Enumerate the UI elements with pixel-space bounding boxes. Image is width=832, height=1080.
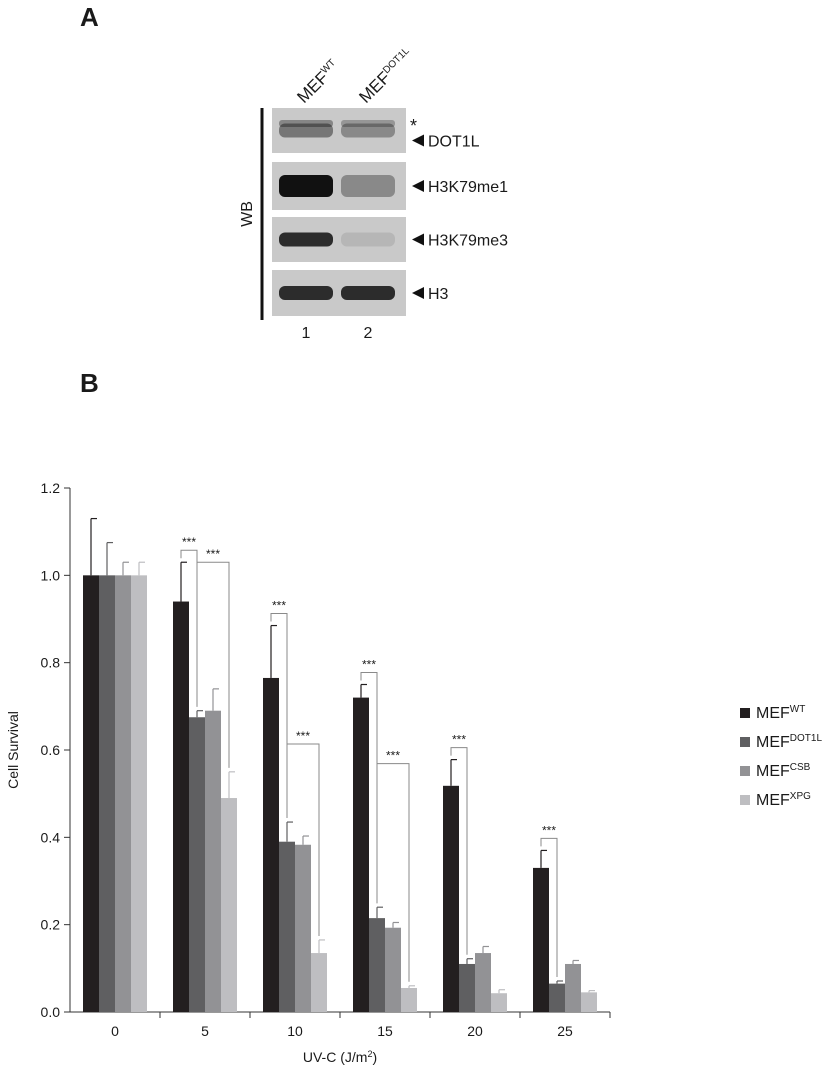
panel-a-label: A xyxy=(80,2,99,32)
bar-series-4-cat-25 xyxy=(581,992,597,1012)
bar-series-4-cat-10 xyxy=(311,953,327,1012)
y-tick-label: 0.8 xyxy=(41,655,61,671)
arrowhead-dot1l xyxy=(412,134,424,147)
lane-number-1: 1 xyxy=(302,325,311,342)
lane-number-2: 2 xyxy=(364,325,373,342)
bar-series-2-cat-15 xyxy=(369,918,385,1012)
bar-series-3-cat-25 xyxy=(565,963,581,1012)
band-h3k79me1-lane-1 xyxy=(279,175,333,197)
y-tick-label: 0.4 xyxy=(41,829,61,845)
significance-stars: *** xyxy=(272,599,286,613)
significance-stars: *** xyxy=(182,535,196,549)
bar-series-3-cat-0 xyxy=(115,575,131,1012)
significance-stars: *** xyxy=(362,658,376,672)
blot-label-h3k79me3: H3K79me3 xyxy=(428,233,508,250)
band-h3k79me1-lane-2 xyxy=(341,175,395,197)
significance-bracket xyxy=(376,763,410,982)
legend-swatch-xpg xyxy=(740,795,750,805)
significance-stars: *** xyxy=(296,729,310,743)
arrowhead-h3k79me1 xyxy=(412,180,424,192)
blot-label-dot1l: DOT1L xyxy=(428,134,480,151)
bar-series-1-cat-25 xyxy=(533,867,549,1012)
band-nonspecific-lane-1 xyxy=(279,120,333,127)
x-tick-label-5: 5 xyxy=(201,1023,209,1039)
lane-header-2: MEFDOT1L xyxy=(355,45,417,107)
bar-series-2-cat-5 xyxy=(189,717,205,1012)
bar-series-4-cat-0 xyxy=(131,575,147,1012)
band-h3-lane-1 xyxy=(279,286,333,300)
x-tick-label-20: 20 xyxy=(467,1023,483,1039)
x-tick-label-25: 25 xyxy=(557,1023,573,1039)
bar-series-3-cat-10 xyxy=(295,844,311,1012)
bar-series-2-cat-20 xyxy=(459,963,475,1012)
bar-series-4-cat-20 xyxy=(491,993,507,1012)
legend-label-xpg: MEFXPG xyxy=(756,791,811,809)
x-tick-label-0: 0 xyxy=(111,1023,119,1039)
significance-bracket xyxy=(450,747,468,955)
arrowhead-h3 xyxy=(412,287,424,299)
y-tick-label: 1.0 xyxy=(41,567,61,583)
bar-series-3-cat-15 xyxy=(385,927,401,1012)
band-h3k79me3-lane-2 xyxy=(341,232,395,247)
legend-swatch-wt xyxy=(740,708,750,718)
legend-swatch-csb xyxy=(740,766,750,776)
blot-label-h3: H3 xyxy=(428,286,449,303)
bar-series-1-cat-20 xyxy=(443,785,459,1012)
significance-bracket xyxy=(196,561,230,768)
significance-stars: *** xyxy=(542,823,556,837)
wb-label: WB xyxy=(239,201,256,227)
y-axis-label: Cell Survival xyxy=(5,711,21,789)
bar-series-4-cat-15 xyxy=(401,987,417,1012)
blot-strip-dot1l xyxy=(272,108,406,153)
lane-header-1: MEFWT xyxy=(293,57,343,107)
band-h3k79me3-lane-1 xyxy=(279,232,333,247)
bar-series-1-cat-10 xyxy=(263,677,279,1012)
legend-label-csb: MEFCSB xyxy=(756,762,811,780)
bar-series-2-cat-10 xyxy=(279,841,295,1012)
bar-series-4-cat-5 xyxy=(221,798,237,1012)
bar-series-3-cat-20 xyxy=(475,953,491,1012)
bar-series-1-cat-15 xyxy=(353,697,369,1012)
y-tick-label: 0.6 xyxy=(41,742,61,758)
arrowhead-h3k79me3 xyxy=(412,233,424,246)
band-nonspecific-lane-2 xyxy=(341,120,395,127)
x-tick-label-10: 10 xyxy=(287,1023,303,1039)
legend-label-wt: MEFWT xyxy=(756,704,805,722)
significance-bracket xyxy=(270,613,288,819)
bar-series-3-cat-5 xyxy=(205,710,221,1012)
panel-b-label: B xyxy=(80,368,99,398)
legend-swatch-dot1l xyxy=(740,737,750,747)
x-tick-label-15: 15 xyxy=(377,1023,393,1039)
blot-label-h3k79me1: H3K79me1 xyxy=(428,179,508,196)
bar-series-2-cat-25 xyxy=(549,983,565,1012)
y-tick-label: 0.2 xyxy=(41,917,61,933)
bar-series-2-cat-0 xyxy=(99,575,115,1012)
band-h3-lane-2 xyxy=(341,286,395,300)
significance-stars: *** xyxy=(386,749,400,763)
significance-bracket xyxy=(540,837,558,977)
legend-label-dot1l: MEFDOT1L xyxy=(756,733,822,751)
y-tick-label: 1.2 xyxy=(41,480,61,496)
significance-stars: *** xyxy=(206,547,220,561)
significance-bracket xyxy=(286,743,320,936)
asterisk-nonspecific: * xyxy=(410,116,417,136)
bar-series-1-cat-0 xyxy=(83,575,99,1012)
band-dot1l-lane-2 xyxy=(341,123,395,138)
significance-stars: *** xyxy=(452,733,466,747)
bar-series-1-cat-5 xyxy=(173,601,189,1012)
band-dot1l-lane-1 xyxy=(279,123,333,138)
x-axis-label: UV-C (J/m2) xyxy=(303,1049,377,1065)
y-tick-label: 0.0 xyxy=(41,1004,61,1020)
